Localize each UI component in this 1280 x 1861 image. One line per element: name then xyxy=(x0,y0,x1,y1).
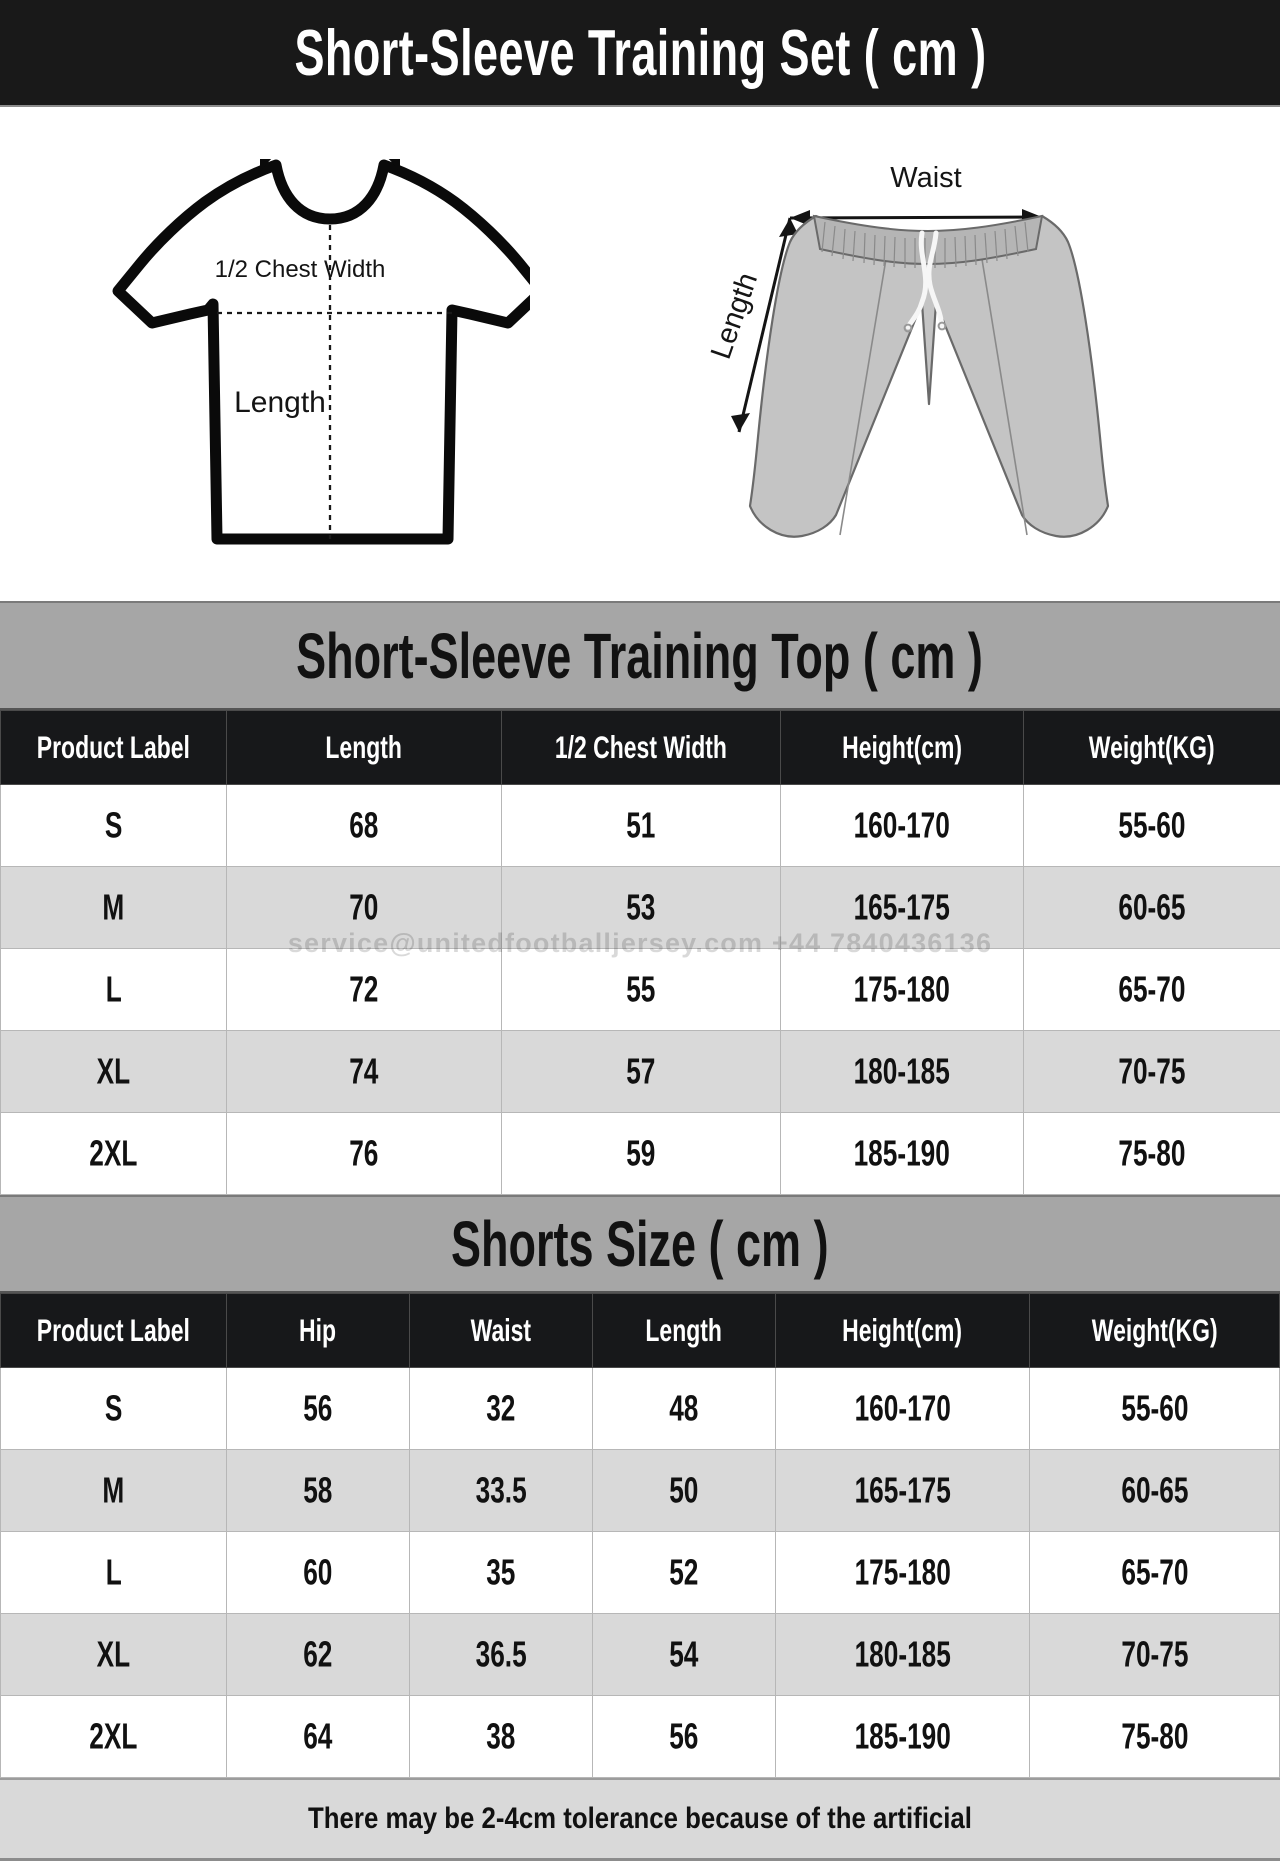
svg-text:Length: Length xyxy=(234,386,326,419)
svg-text:Length: Length xyxy=(705,269,764,363)
svg-text:Waist: Waist xyxy=(890,162,961,194)
svg-text:1/2 Chest Width: 1/2 Chest Width xyxy=(215,256,386,283)
